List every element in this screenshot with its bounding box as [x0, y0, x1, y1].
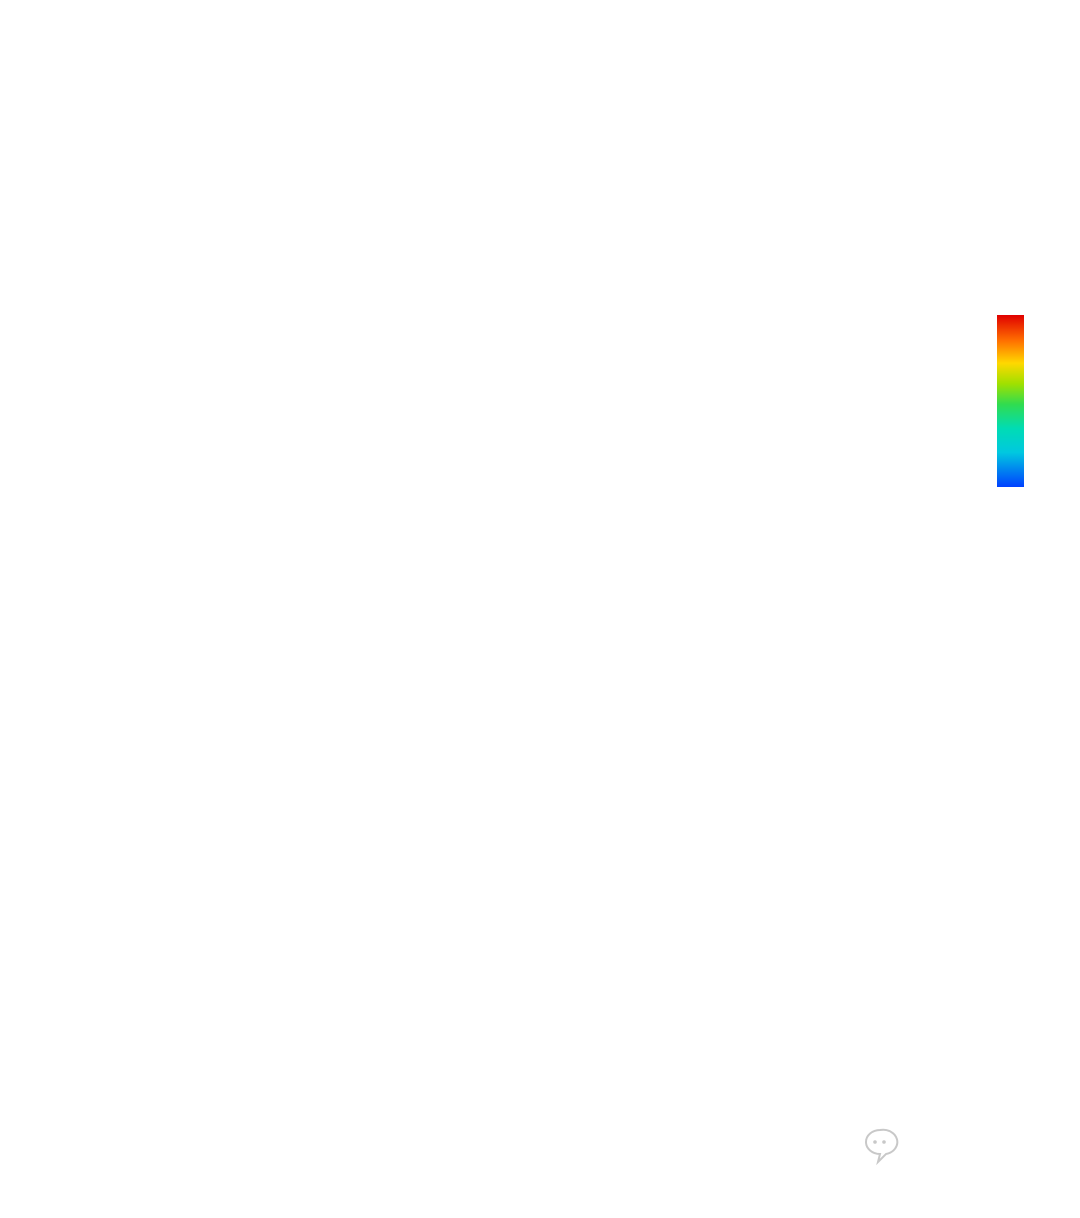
- esp-colorbar: [997, 315, 1024, 487]
- watermark: [860, 1126, 908, 1166]
- solvation-cluster-g: [685, 548, 985, 910]
- voltage-capacity-chart-dtd: [300, 0, 685, 255]
- rdf-chart: [0, 560, 400, 895]
- speech-bubble-icon: [865, 1128, 899, 1166]
- solvation-cluster-f: [395, 575, 715, 875]
- voltage-capacity-chart-carbonates: [688, 0, 1080, 255]
- esp-molecules-panel: [300, 255, 990, 545]
- raman-spectra-chart: [0, 0, 300, 560]
